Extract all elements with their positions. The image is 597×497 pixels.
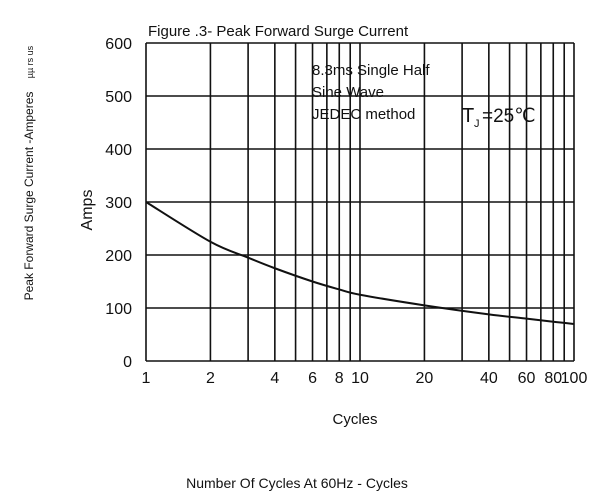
series	[145, 201, 575, 325]
y-tick-label: 600	[105, 36, 132, 53]
outer-x-axis-label: Number Of Cycles At 60Hz - Cycles	[186, 475, 408, 491]
annotation-line-2: Sine Wave	[312, 84, 384, 101]
x-tick-label: 40	[480, 370, 498, 387]
y-tick-label: 300	[105, 195, 132, 212]
x-tick-label: 6	[308, 370, 317, 387]
annotation-box: 8.3ms Single Half Sine Wave JEDEC method…	[312, 62, 536, 130]
x-tick-label: 1	[142, 370, 151, 387]
x-tick-label: 2	[206, 370, 215, 387]
tj-symbol: T	[462, 105, 474, 127]
y-tick-label: 500	[105, 89, 132, 106]
x-tick-label: 10	[351, 370, 369, 387]
tj-subscript: J	[474, 118, 480, 130]
x-tick-label: 60	[518, 370, 536, 387]
y-tick-label: 200	[105, 248, 132, 265]
outer-y-axis-label-suffix: µµ rs us	[25, 45, 35, 78]
surge-current-curve	[145, 201, 575, 325]
x-tick-label: 4	[270, 370, 279, 387]
outer-y-axis-label: Peak Forward Surge Current -Amperes	[22, 92, 36, 301]
tj-value: =25℃	[482, 106, 536, 127]
y-axis-label: Amps	[79, 190, 96, 231]
x-tick-label: 80	[544, 370, 562, 387]
x-tick-label: 8	[335, 370, 344, 387]
annotation-line-1: 8.3ms Single Half	[312, 62, 430, 79]
chart-title: Figure .3- Peak Forward Surge Current	[148, 23, 409, 40]
x-axis-label: Cycles	[332, 411, 377, 428]
y-tick-label: 0	[123, 354, 132, 371]
y-tick-label: 400	[105, 142, 132, 159]
grid	[146, 42, 574, 361]
x-tick-label: 20	[416, 370, 434, 387]
y-tick-label: 100	[105, 301, 132, 318]
x-tick-label: 100	[561, 370, 588, 387]
annotation-line-3: JEDEC method	[312, 106, 415, 123]
